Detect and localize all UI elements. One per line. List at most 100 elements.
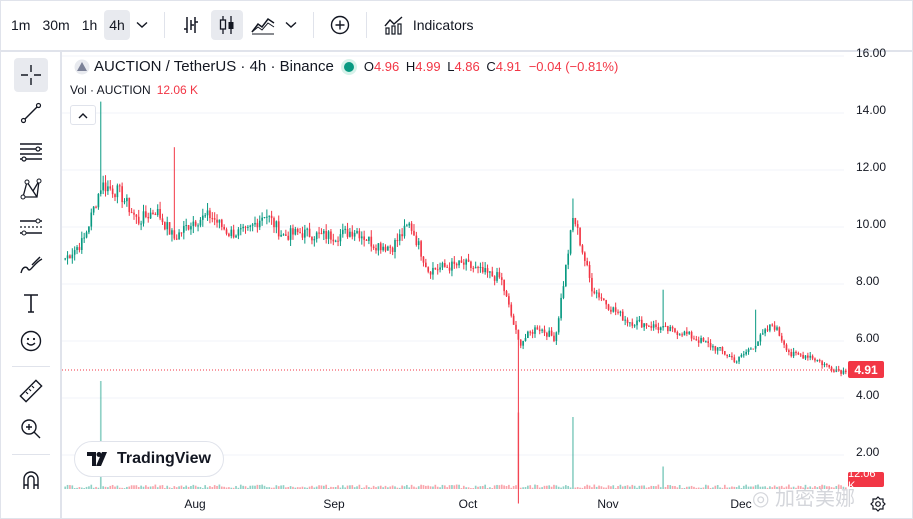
volume-bar bbox=[519, 487, 522, 489]
collapse-legend-button[interactable] bbox=[70, 105, 96, 125]
volume-bar bbox=[289, 486, 292, 489]
zoom-in-tool-button[interactable] bbox=[14, 412, 48, 446]
interval-1h[interactable]: 1h bbox=[81, 17, 98, 33]
fib-tool-button[interactable] bbox=[14, 134, 48, 168]
volume-bar bbox=[790, 487, 793, 489]
price-change: −0.04 (−0.81%) bbox=[528, 59, 619, 74]
candle-body bbox=[268, 215, 271, 217]
candle-body bbox=[220, 219, 223, 227]
indicators-button[interactable]: Indicators bbox=[377, 10, 480, 40]
bar-chart-type-button[interactable] bbox=[175, 10, 207, 40]
interval-4h[interactable]: 4h bbox=[104, 10, 130, 40]
candle-body bbox=[251, 224, 254, 226]
price-axis-tick: 6.00 bbox=[856, 331, 880, 345]
prediction-tool-button[interactable] bbox=[14, 210, 48, 244]
volume-bar bbox=[659, 487, 662, 489]
volume-bar bbox=[837, 484, 840, 489]
symbol-legend[interactable]: AUCTION / TetherUS · 4h · Binance O4.96 … bbox=[74, 58, 618, 75]
candle-body bbox=[470, 261, 472, 268]
candle-body bbox=[460, 260, 463, 263]
volume-bar bbox=[192, 484, 195, 489]
interval-1m[interactable]: 1m bbox=[11, 17, 31, 33]
candle-body bbox=[788, 350, 790, 353]
volume-bar bbox=[128, 486, 131, 489]
candle-body bbox=[804, 355, 807, 359]
tradingview-logo[interactable]: TradingView bbox=[74, 441, 224, 477]
candle-body bbox=[586, 260, 589, 266]
candle-body bbox=[64, 258, 67, 260]
candle-body bbox=[690, 331, 693, 339]
volume-bar bbox=[429, 486, 432, 489]
volume-bar bbox=[368, 487, 370, 489]
symbol-title[interactable]: AUCTION / TetherUS · 4h · Binance bbox=[94, 58, 334, 75]
volume-bar bbox=[797, 485, 800, 489]
volume-bar bbox=[785, 486, 788, 489]
candles-icon bbox=[219, 16, 234, 34]
volume-bar bbox=[266, 487, 268, 489]
chart-type-dropdown-button[interactable] bbox=[279, 10, 303, 40]
volume-bar bbox=[76, 487, 78, 489]
volume-bar bbox=[417, 486, 420, 489]
measure-tool-button[interactable] bbox=[14, 374, 48, 408]
candle-body bbox=[417, 241, 420, 245]
volume-bar bbox=[116, 485, 119, 489]
volume-bar bbox=[325, 484, 328, 489]
candle-body bbox=[137, 216, 140, 224]
emoji-tool-button[interactable] bbox=[14, 324, 48, 358]
area-chart-type-button[interactable] bbox=[247, 10, 279, 40]
candle-body bbox=[835, 369, 838, 372]
volume-bar bbox=[391, 485, 394, 489]
volume-bar bbox=[439, 487, 441, 489]
brush-tool-button[interactable] bbox=[14, 248, 48, 282]
volume-bar bbox=[662, 466, 664, 489]
volume-bar bbox=[318, 485, 320, 489]
candle-body bbox=[664, 326, 667, 328]
candle-body bbox=[840, 370, 842, 374]
volume-bar bbox=[788, 484, 790, 489]
candle-body bbox=[147, 216, 150, 219]
candle-body bbox=[778, 327, 781, 336]
price-axis-tick: 8.00 bbox=[856, 274, 880, 288]
volume-bar bbox=[332, 487, 335, 489]
candle-body bbox=[493, 276, 496, 281]
volume-bar bbox=[766, 487, 769, 489]
candle-body bbox=[500, 277, 503, 280]
text-tool-button[interactable] bbox=[14, 286, 48, 320]
volume-bar bbox=[443, 485, 446, 489]
volume-bar bbox=[147, 486, 150, 489]
settings-icon[interactable] bbox=[870, 496, 886, 512]
volume-legend[interactable]: Vol · AUCTION 12.06 K bbox=[70, 83, 198, 97]
magnet-tool-button[interactable] bbox=[14, 463, 48, 497]
volume-bar bbox=[669, 485, 672, 489]
interval-30m[interactable]: 30m bbox=[42, 17, 70, 33]
candle-body bbox=[740, 354, 743, 357]
crosshair-tool-button[interactable] bbox=[14, 58, 48, 92]
candle-body bbox=[512, 315, 515, 325]
volume-bar bbox=[220, 486, 223, 489]
volume-bar bbox=[254, 485, 256, 489]
interval-dropdown-button[interactable] bbox=[130, 10, 154, 40]
candle-body bbox=[99, 190, 102, 194]
volume-bar bbox=[270, 487, 273, 489]
volume-bar bbox=[664, 487, 667, 489]
candle-body bbox=[194, 221, 197, 226]
candle-body bbox=[306, 228, 309, 230]
candle-body bbox=[579, 227, 581, 246]
candle-body bbox=[73, 250, 76, 255]
candle-body bbox=[723, 351, 726, 355]
candle-body bbox=[605, 300, 607, 305]
volume-bar bbox=[235, 485, 237, 489]
chart-pane[interactable]: AUCTION / TetherUS · 4h · Binance O4.96 … bbox=[62, 46, 905, 519]
pattern-tool-button[interactable] bbox=[14, 172, 48, 206]
volume-bar bbox=[557, 486, 560, 489]
volume-bar bbox=[107, 487, 109, 489]
compare-symbol-button[interactable] bbox=[324, 10, 356, 40]
trend-line-tool-button[interactable] bbox=[14, 96, 48, 130]
volume-bar bbox=[104, 486, 107, 489]
volume-bar bbox=[510, 487, 513, 489]
volume-bar bbox=[225, 487, 228, 489]
candle-body bbox=[719, 347, 721, 349]
volume-bar bbox=[754, 485, 757, 489]
volume-bar bbox=[111, 484, 114, 489]
candles-chart-type-button[interactable] bbox=[210, 10, 243, 40]
